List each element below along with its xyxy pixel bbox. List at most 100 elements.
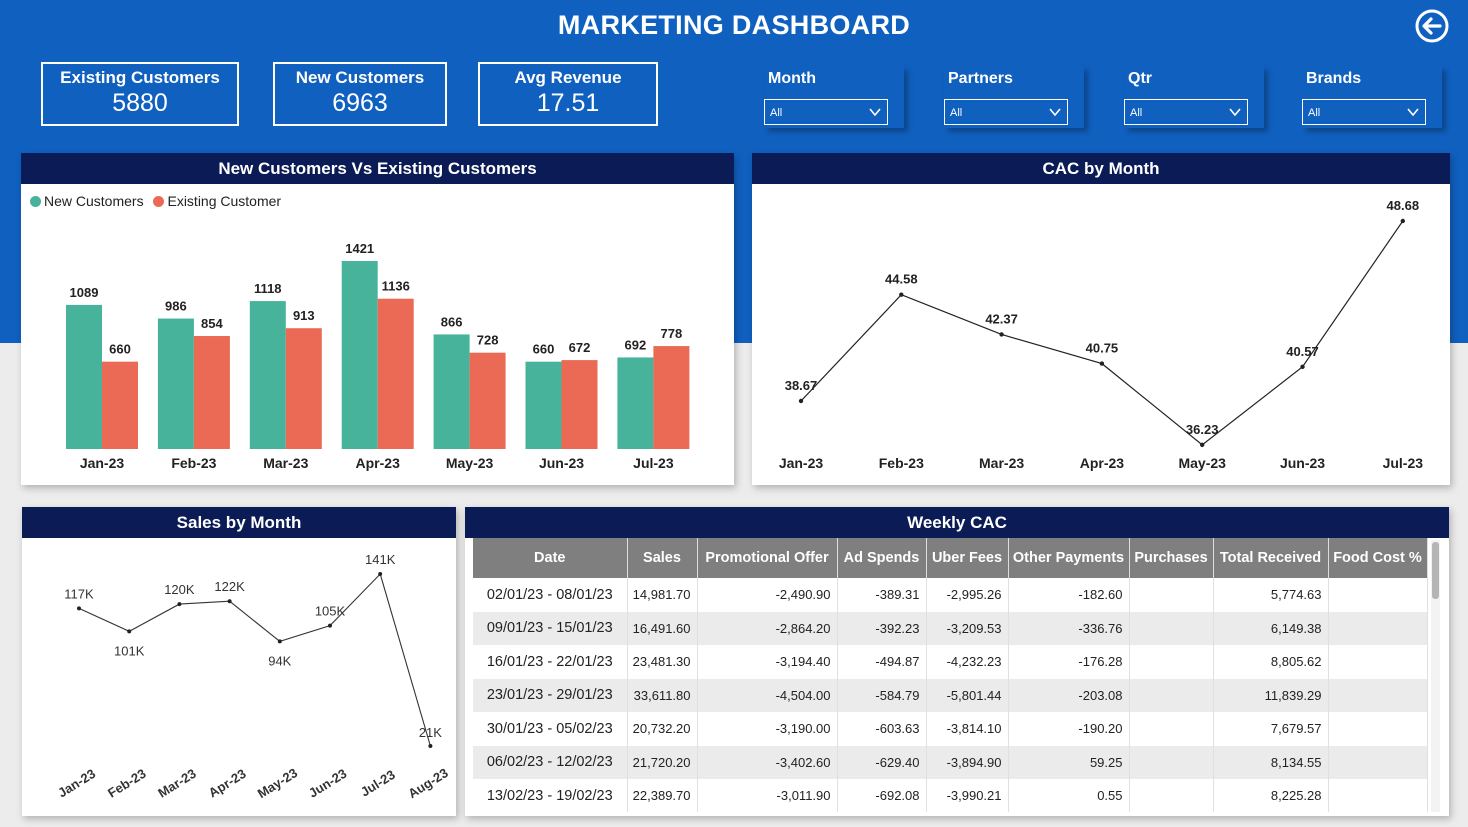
cac-data-label: 40.57 <box>1286 344 1319 359</box>
table-cell: -5,801.44 <box>926 678 1009 712</box>
back-button[interactable] <box>1414 8 1450 44</box>
cac-data-label: 42.37 <box>985 311 1018 326</box>
bar-data-label: 778 <box>661 326 683 341</box>
table-cell: -2,995.26 <box>926 578 1009 612</box>
bar-data-label: 986 <box>165 299 187 314</box>
table-cell: 0.55 <box>1008 779 1130 812</box>
table-cell <box>1129 578 1214 612</box>
table-cell: 20,732.20 <box>627 712 698 746</box>
back-arrow-icon <box>1415 9 1449 43</box>
slicer-brands: Brands All <box>1302 66 1442 128</box>
bar-new <box>157 318 194 449</box>
table-cell: -203.08 <box>1008 678 1130 712</box>
table-cell: -2,864.20 <box>697 611 838 645</box>
column-header[interactable]: Food Cost % <box>1328 538 1428 578</box>
sales-point <box>428 744 433 748</box>
slicer-partners: Partners All <box>944 66 1084 128</box>
cac-data-label: 48.68 <box>1387 198 1420 213</box>
weekly-cac-panel: Weekly CAC Date Sales Promotional Offer Ad … <box>465 507 1449 816</box>
sales-point <box>328 623 332 628</box>
table-cell: 59.25 <box>1008 745 1130 779</box>
x-tick-label: Feb-23 <box>879 455 924 471</box>
bar-data-label: 1089 <box>70 285 99 300</box>
kpi-label: Avg Revenue <box>514 68 622 87</box>
legend-existing-label[interactable]: Existing Customer <box>167 193 282 209</box>
bar-new <box>617 357 654 449</box>
bar-new <box>66 304 102 449</box>
table-cell: -4,232.23 <box>926 645 1009 679</box>
column-header[interactable]: Other Payments <box>1008 538 1130 578</box>
table-row[interactable]: 23/01/23 - 29/01/23 33,611.80 -4,504.00 -58… <box>473 678 1428 712</box>
x-tick-label: Apr-23 <box>1080 455 1125 471</box>
sales-series-line <box>78 572 431 747</box>
table-cell <box>1328 645 1428 679</box>
column-header[interactable]: Promotional Offer <box>697 538 838 578</box>
slicer-label: Brands <box>1306 70 1362 87</box>
slicer-qtr: Qtr All <box>1124 66 1264 128</box>
column-header[interactable]: Uber Fees <box>926 538 1009 578</box>
bar-data-label: 660 <box>533 342 555 357</box>
column-header[interactable]: Ad Spends <box>837 538 927 578</box>
brands-dropdown[interactable]: All <box>1302 99 1426 125</box>
kpi-card-avg-revenue: Avg Revenue 17.51 <box>478 62 658 126</box>
legend-swatch-new <box>30 196 41 207</box>
bar-data-label: 692 <box>625 337 647 352</box>
sales-point <box>378 572 383 576</box>
table-cell <box>1328 779 1428 812</box>
legend-new-label[interactable]: New Customers <box>44 193 144 209</box>
bar-new <box>341 261 378 449</box>
x-tick-label: May-23 <box>1178 455 1226 471</box>
dropdown-value: All <box>1308 107 1321 119</box>
chevron-down-icon <box>869 108 881 117</box>
scrollbar-thumb[interactable] <box>1432 542 1439 599</box>
table-cell: 8,805.62 <box>1213 645 1329 679</box>
table-cell: -603.63 <box>837 712 927 746</box>
column-header[interactable]: Sales <box>627 538 698 578</box>
table-cell: 09/01/23 - 15/01/23 <box>473 611 628 645</box>
customers-chart-panel: New Customers Vs Existing Customers New … <box>21 153 734 485</box>
table-cell: 16,491.60 <box>627 611 698 645</box>
table-row[interactable]: 06/02/23 - 12/02/23 21,720.20 -3,402.60 -62… <box>473 745 1428 779</box>
x-tick-label: Apr-23 <box>206 766 249 801</box>
table-cell: -190.20 <box>1008 712 1130 746</box>
sales-point <box>127 629 132 634</box>
cac-point <box>999 332 1004 337</box>
table-scrollbar[interactable] <box>1431 540 1440 812</box>
customers-bar-chart: 1089 660 Jan-23 986 854 Feb-23 1118 913 Mar-23 14… <box>66 241 690 471</box>
table-row[interactable]: 02/01/23 - 08/01/23 14,981.70 -2,490.90 -38… <box>473 578 1428 612</box>
slicer-month: Month All <box>764 66 904 128</box>
bar-data-label: 1136 <box>382 279 410 294</box>
cac-chart-panel: CAC by Month 38.67 Jan-23 44.58 Feb-23 42.37… <box>752 153 1450 485</box>
sales-data-label: 122K <box>214 579 245 594</box>
x-tick-label: Jun-23 <box>539 455 584 471</box>
sales-point <box>177 602 182 607</box>
table-cell: 30/01/23 - 05/02/23 <box>473 712 628 746</box>
bar-existing <box>377 298 414 449</box>
column-header[interactable]: Total Received <box>1213 538 1329 578</box>
qtr-dropdown[interactable]: All <box>1124 99 1248 125</box>
bar-new <box>525 361 562 449</box>
table-cell <box>1328 712 1428 746</box>
column-header[interactable]: Purchases <box>1129 538 1214 578</box>
x-tick-label: Jan-23 <box>55 766 98 801</box>
table-row[interactable]: 16/01/23 - 22/01/23 23,481.30 -3,194.40 -49… <box>473 645 1428 679</box>
month-dropdown[interactable]: All <box>764 99 888 125</box>
bar-existing <box>102 361 138 449</box>
chevron-down-icon <box>1407 108 1419 117</box>
cac-line-chart: 38.67 Jan-23 44.58 Feb-23 42.37 Mar-23 40.75 Ap… <box>779 198 1423 471</box>
sales-point <box>227 599 232 604</box>
table-cell <box>1129 611 1214 645</box>
table-cell <box>1129 712 1214 746</box>
kpi-label: New Customers <box>295 68 425 87</box>
table-cell: -3,814.10 <box>926 712 1009 746</box>
table-row[interactable]: 30/01/23 - 05/02/23 20,732.20 -3,190.00 -60… <box>473 712 1428 746</box>
table-cell: -3,894.90 <box>926 745 1009 779</box>
table-row[interactable]: 13/02/23 - 19/02/23 22,389.70 -3,011.90 -69… <box>473 779 1428 812</box>
bar-new <box>433 334 470 449</box>
table-header-row: Date Sales Promotional Offer Ad Spends Uber … <box>473 538 1428 578</box>
bar-existing <box>285 328 322 449</box>
column-header[interactable]: Date <box>473 538 628 578</box>
table-row[interactable]: 09/01/23 - 15/01/23 16,491.60 -2,864.20 -39… <box>473 611 1428 645</box>
panel-title: Sales by Month <box>22 507 456 538</box>
partners-dropdown[interactable]: All <box>944 99 1068 125</box>
